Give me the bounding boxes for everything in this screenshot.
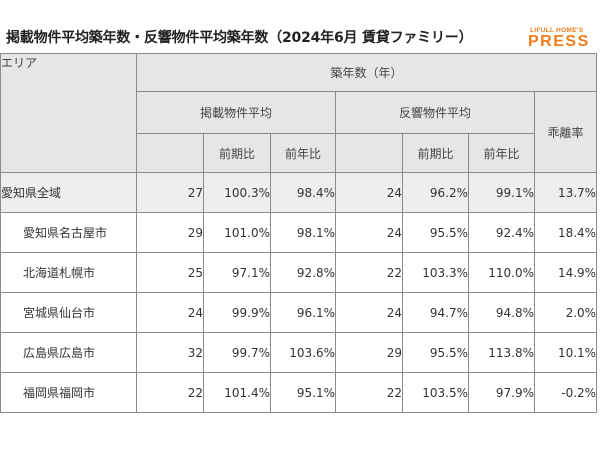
- listed-age: 22: [136, 372, 204, 413]
- listed-age: 24: [136, 292, 204, 333]
- header-listed-prev-period: 前期比: [203, 133, 271, 173]
- table-row: 北海道札幌市 25 97.1% 92.8% 22 103.3% 110.0% 1…: [0, 252, 598, 293]
- row-area-name: 愛知県全域: [0, 172, 137, 213]
- header-response-prev-year: 前年比: [468, 133, 535, 173]
- header-area: エリア: [0, 53, 137, 173]
- response-age: 22: [335, 372, 403, 413]
- row-area-name: 愛知県名古屋市: [0, 212, 137, 253]
- divergence-rate: 14.9%: [533, 252, 598, 293]
- divergence-rate: 13.7%: [533, 172, 598, 213]
- response-prev-year: 94.8%: [468, 292, 535, 333]
- page-title: 掲載物件平均築年数・反響物件平均築年数（2024年6月 賃貸ファミリー）: [6, 30, 473, 46]
- lifull-homes-press-logo: LIFULL HOME'S PRESS: [528, 27, 600, 50]
- response-age: 29: [335, 332, 403, 373]
- response-prev-year: 92.4%: [468, 212, 535, 253]
- response-prev-period: 96.2%: [402, 172, 469, 213]
- row-area-name: 宮城県仙台市: [0, 292, 137, 333]
- listed-prev-year: 92.8%: [270, 252, 336, 293]
- response-prev-year: 97.9%: [468, 372, 535, 413]
- listed-prev-period: 99.9%: [203, 292, 271, 333]
- listed-prev-period: 101.4%: [203, 372, 271, 413]
- response-prev-period: 95.5%: [402, 212, 469, 253]
- response-prev-period: 94.7%: [402, 292, 469, 333]
- divergence-rate: 10.1%: [533, 332, 598, 373]
- listed-age: 29: [136, 212, 204, 253]
- listed-prev-year: 96.1%: [270, 292, 336, 333]
- header-listed-average: 掲載物件平均: [136, 91, 336, 134]
- listed-prev-period: 100.3%: [203, 172, 271, 213]
- header-building-age: 築年数（年）: [135, 53, 598, 92]
- divergence-rate: 18.4%: [533, 212, 598, 253]
- divergence-rate: -0.2%: [533, 372, 598, 413]
- header-response-value: [335, 133, 403, 173]
- response-age: 22: [335, 252, 403, 293]
- header-response-average: 反響物件平均: [335, 91, 535, 134]
- response-prev-period: 95.5%: [402, 332, 469, 373]
- listed-prev-year: 95.1%: [270, 372, 336, 413]
- listed-prev-year: 98.1%: [270, 212, 336, 253]
- logo-big-text: PRESS: [528, 33, 590, 50]
- response-age: 24: [335, 172, 403, 213]
- header-divergence-rate: 乖離率: [533, 91, 598, 173]
- response-prev-year: 110.0%: [468, 252, 535, 293]
- row-area-name: 北海道札幌市: [0, 252, 137, 293]
- response-prev-year: 113.8%: [468, 332, 535, 373]
- response-prev-period: 103.3%: [402, 252, 469, 293]
- listed-age: 25: [136, 252, 204, 293]
- listed-prev-period: 97.1%: [203, 252, 271, 293]
- response-age: 24: [335, 292, 403, 333]
- listed-prev-period: 99.7%: [203, 332, 271, 373]
- header-listed-prev-year: 前年比: [270, 133, 336, 173]
- response-prev-year: 99.1%: [468, 172, 535, 213]
- response-prev-period: 103.5%: [402, 372, 469, 413]
- building-age-table: エリア 築年数（年） 掲載物件平均 反響物件平均 乖離率 前期比 前年比 前期比…: [0, 53, 598, 413]
- listed-prev-year: 98.4%: [270, 172, 336, 213]
- header-listed-value: [136, 133, 204, 173]
- row-area-name: 福岡県福岡市: [0, 372, 137, 413]
- listed-prev-period: 101.0%: [203, 212, 271, 253]
- listed-age: 27: [136, 172, 204, 213]
- row-area-name: 広島県広島市: [0, 332, 137, 373]
- table-row: 福岡県福岡市 22 101.4% 95.1% 22 103.5% 97.9% -…: [0, 372, 598, 413]
- header-response-prev-period: 前期比: [402, 133, 469, 173]
- divergence-rate: 2.0%: [533, 292, 598, 333]
- table-row: 宮城県仙台市 24 99.9% 96.1% 24 94.7% 94.8% 2.0…: [0, 292, 598, 333]
- table-row: 愛知県名古屋市 29 101.0% 98.1% 24 95.5% 92.4% 1…: [0, 212, 598, 253]
- logo-small-text: LIFULL HOME'S: [530, 27, 584, 34]
- response-age: 24: [335, 212, 403, 253]
- listed-age: 32: [136, 332, 204, 373]
- table-row: 広島県広島市 32 99.7% 103.6% 29 95.5% 113.8% 1…: [0, 332, 598, 373]
- table-row: 愛知県全域 27 100.3% 98.4% 24 96.2% 99.1% 13.…: [0, 172, 598, 213]
- listed-prev-year: 103.6%: [270, 332, 336, 373]
